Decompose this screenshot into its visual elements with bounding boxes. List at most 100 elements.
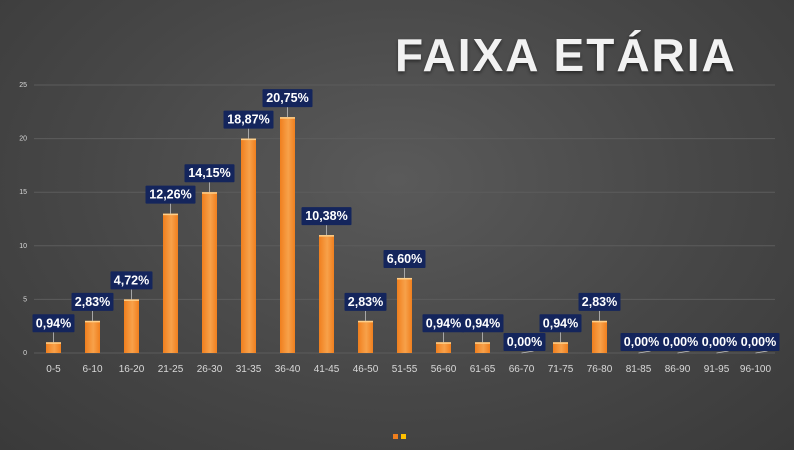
data-label: 0,00% (702, 335, 737, 349)
bar-cap (85, 320, 100, 323)
data-label: 2,83% (348, 295, 383, 309)
data-label: 20,75% (266, 91, 308, 105)
bar-cap (163, 213, 178, 216)
data-label: 2,83% (75, 295, 110, 309)
bar (241, 138, 256, 353)
bar-cap (46, 342, 61, 344)
x-tick-label: 26-30 (197, 364, 223, 375)
bar (358, 320, 373, 353)
bar-cap (202, 192, 217, 194)
bar (124, 299, 139, 353)
data-label: 0,94% (426, 316, 461, 330)
x-tick-label: 61-65 (470, 364, 496, 375)
data-label-box (184, 164, 235, 183)
bar (46, 342, 61, 353)
data-label: 2,83% (582, 295, 617, 309)
x-tick-label: 6-10 (82, 364, 102, 375)
y-tick-label: 5 (23, 296, 27, 303)
data-label-leader (521, 350, 534, 354)
data-label: 18,87% (227, 113, 269, 127)
bar-cap (436, 342, 451, 344)
data-label: 0,94% (543, 316, 578, 330)
data-label: 0,00% (507, 335, 542, 349)
data-label: 14,15% (188, 166, 230, 180)
data-label-box (383, 249, 426, 268)
x-tick-label: 76-80 (587, 364, 613, 375)
legend (393, 434, 406, 440)
data-label-box (422, 314, 465, 333)
bar (397, 277, 412, 353)
bar (319, 235, 334, 353)
data-label-box (223, 110, 274, 129)
y-tick-label: 0 (23, 350, 27, 357)
bar-cap (124, 299, 139, 301)
bar (436, 342, 451, 353)
bar-cap (319, 235, 334, 237)
y-tick-label: 25 (19, 82, 27, 89)
bar-cap (397, 277, 412, 280)
data-label: 0,94% (36, 316, 71, 330)
x-tick-label: 21-25 (158, 364, 184, 375)
data-label: 0,00% (741, 335, 776, 349)
data-label-box (539, 314, 582, 333)
data-label-box (578, 292, 621, 311)
x-tick-label: 31-35 (236, 364, 262, 375)
x-tick-label: 96-100 (740, 364, 772, 375)
y-tick-label: 10 (19, 243, 27, 250)
data-label-box (344, 292, 387, 311)
data-label-box (659, 333, 702, 351)
data-label-leader (755, 350, 768, 354)
data-label-box (620, 333, 663, 351)
bar-cap (241, 138, 256, 141)
x-tick-label: 46-50 (353, 364, 379, 375)
bar (163, 213, 178, 353)
data-label-box (262, 89, 313, 108)
data-label-box (698, 333, 741, 351)
bar (85, 320, 100, 353)
bar-cap (358, 320, 373, 323)
data-label: 10,38% (305, 209, 347, 223)
data-label-box (32, 314, 75, 333)
data-label: 4,72% (114, 273, 149, 287)
bar (475, 342, 490, 353)
data-label-leader (716, 350, 729, 354)
data-label-box (503, 333, 546, 351)
data-label-leader (638, 350, 651, 354)
data-label: 0,94% (465, 316, 500, 330)
data-label-box (461, 314, 504, 333)
x-tick-label: 16-20 (119, 364, 145, 375)
bar-cap (592, 320, 607, 323)
bar (202, 192, 217, 353)
data-label-box (110, 271, 153, 290)
y-tick-label: 20 (19, 136, 27, 143)
x-tick-label: 0-5 (46, 364, 61, 375)
data-label-box (71, 292, 114, 311)
data-label: 0,00% (624, 335, 659, 349)
x-tick-label: 91-95 (704, 364, 730, 375)
x-tick-label: 71-75 (548, 364, 574, 375)
x-tick-label: 51-55 (392, 364, 418, 375)
data-label: 0,00% (663, 335, 698, 349)
data-label-box (145, 185, 196, 204)
legend-swatch-a (393, 434, 398, 439)
bar-cap (553, 342, 568, 344)
x-tick-label: 86-90 (665, 364, 691, 375)
bar-cap (475, 342, 490, 344)
data-label-leader (677, 350, 690, 354)
data-label: 12,26% (149, 188, 191, 202)
y-tick-label: 15 (19, 189, 27, 196)
legend-swatch-b (401, 434, 406, 439)
x-tick-label: 41-45 (314, 364, 340, 375)
data-label-box (301, 207, 352, 226)
x-tick-label: 56-60 (431, 364, 457, 375)
x-tick-label: 81-85 (626, 364, 652, 375)
x-tick-label: 66-70 (509, 364, 535, 375)
bar-cap (280, 117, 295, 119)
chart-title: FAIXA ETÁRIA (395, 29, 737, 81)
data-label: 6,60% (387, 252, 422, 266)
bar (592, 320, 607, 353)
bar (553, 342, 568, 353)
bar (280, 117, 295, 353)
